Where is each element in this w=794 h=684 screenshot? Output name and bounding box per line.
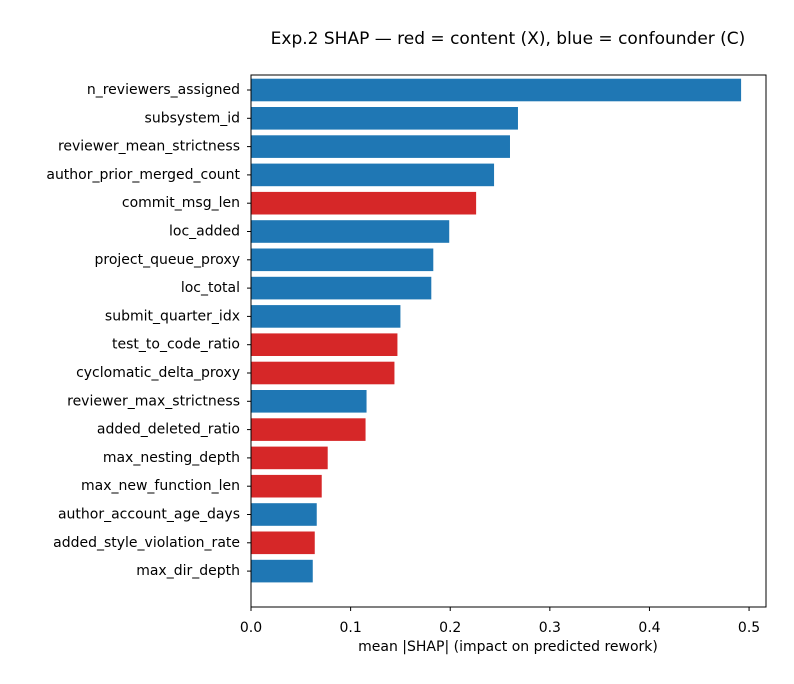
y-tick-label: project_queue_proxy bbox=[95, 252, 241, 268]
y-tick-label: loc_added bbox=[169, 224, 240, 240]
y-tick-label: max_nesting_depth bbox=[103, 450, 240, 466]
y-tick-label: submit_quarter_idx bbox=[105, 308, 240, 324]
bar-added_style_violation_rate bbox=[251, 531, 315, 555]
bar-n_reviewers_assigned bbox=[251, 78, 742, 102]
y-tick-label: author_account_age_days bbox=[58, 507, 240, 523]
bar-project_queue_proxy bbox=[251, 248, 434, 272]
y-tick-label: added_style_violation_rate bbox=[53, 535, 240, 551]
bar-reviewer_max_strictness bbox=[251, 390, 367, 413]
bar-max_dir_depth bbox=[251, 559, 313, 583]
bar-subsystem_id bbox=[251, 107, 518, 130]
y-tick-label: test_to_code_ratio bbox=[112, 337, 240, 353]
x-tick-label: 0.2 bbox=[439, 620, 461, 636]
bar-author_account_age_days bbox=[251, 503, 317, 526]
bar-loc_total bbox=[251, 276, 432, 300]
y-tick-label: added_deleted_ratio bbox=[97, 422, 240, 438]
y-tick-label: n_reviewers_assigned bbox=[87, 82, 240, 98]
bar-reviewer_mean_strictness bbox=[251, 135, 510, 158]
bar-commit_msg_len bbox=[251, 191, 477, 215]
bar-test_to_code_ratio bbox=[251, 333, 398, 356]
y-tick-label: max_dir_depth bbox=[136, 563, 240, 579]
bar-cyclomatic_delta_proxy bbox=[251, 361, 395, 385]
x-tick-label: 0.3 bbox=[539, 620, 561, 636]
y-tick-label: reviewer_max_strictness bbox=[67, 393, 240, 409]
y-tick-label: max_new_function_len bbox=[81, 478, 240, 494]
y-tick-label: reviewer_mean_strictness bbox=[58, 139, 240, 155]
x-axis-label: mean |SHAP| (impact on predicted rework) bbox=[358, 639, 658, 655]
y-tick-label: cyclomatic_delta_proxy bbox=[76, 365, 240, 381]
x-ticks: 0.0 0.1 0.2 0.3 0.4 0.5 bbox=[240, 607, 760, 636]
plot-frame bbox=[250, 74, 767, 608]
bar-author_prior_merged_count bbox=[251, 163, 495, 187]
bar-max_nesting_depth bbox=[251, 446, 328, 470]
x-tick-label: 0.1 bbox=[339, 620, 361, 636]
bars-group bbox=[251, 78, 742, 583]
x-tick-label: 0.4 bbox=[638, 620, 660, 636]
y-tick-label: author_prior_merged_count bbox=[46, 167, 240, 183]
bar-added_deleted_ratio bbox=[251, 418, 366, 441]
chart-title: Exp.2 SHAP — red = content (X), blue = c… bbox=[271, 29, 746, 49]
x-tick-label: 0.0 bbox=[240, 620, 262, 636]
bar-loc_added bbox=[251, 220, 450, 243]
y-tick-label: subsystem_id bbox=[145, 110, 240, 126]
bar-max_new_function_len bbox=[251, 474, 322, 498]
y-tick-label: commit_msg_len bbox=[122, 195, 240, 211]
y-tick-label: loc_total bbox=[181, 280, 240, 296]
bar-submit_quarter_idx bbox=[251, 305, 401, 328]
x-tick-label: 0.5 bbox=[738, 620, 760, 636]
y-tick-labels: n_reviewers_assigned subsystem_id reviewer… bbox=[46, 82, 251, 579]
